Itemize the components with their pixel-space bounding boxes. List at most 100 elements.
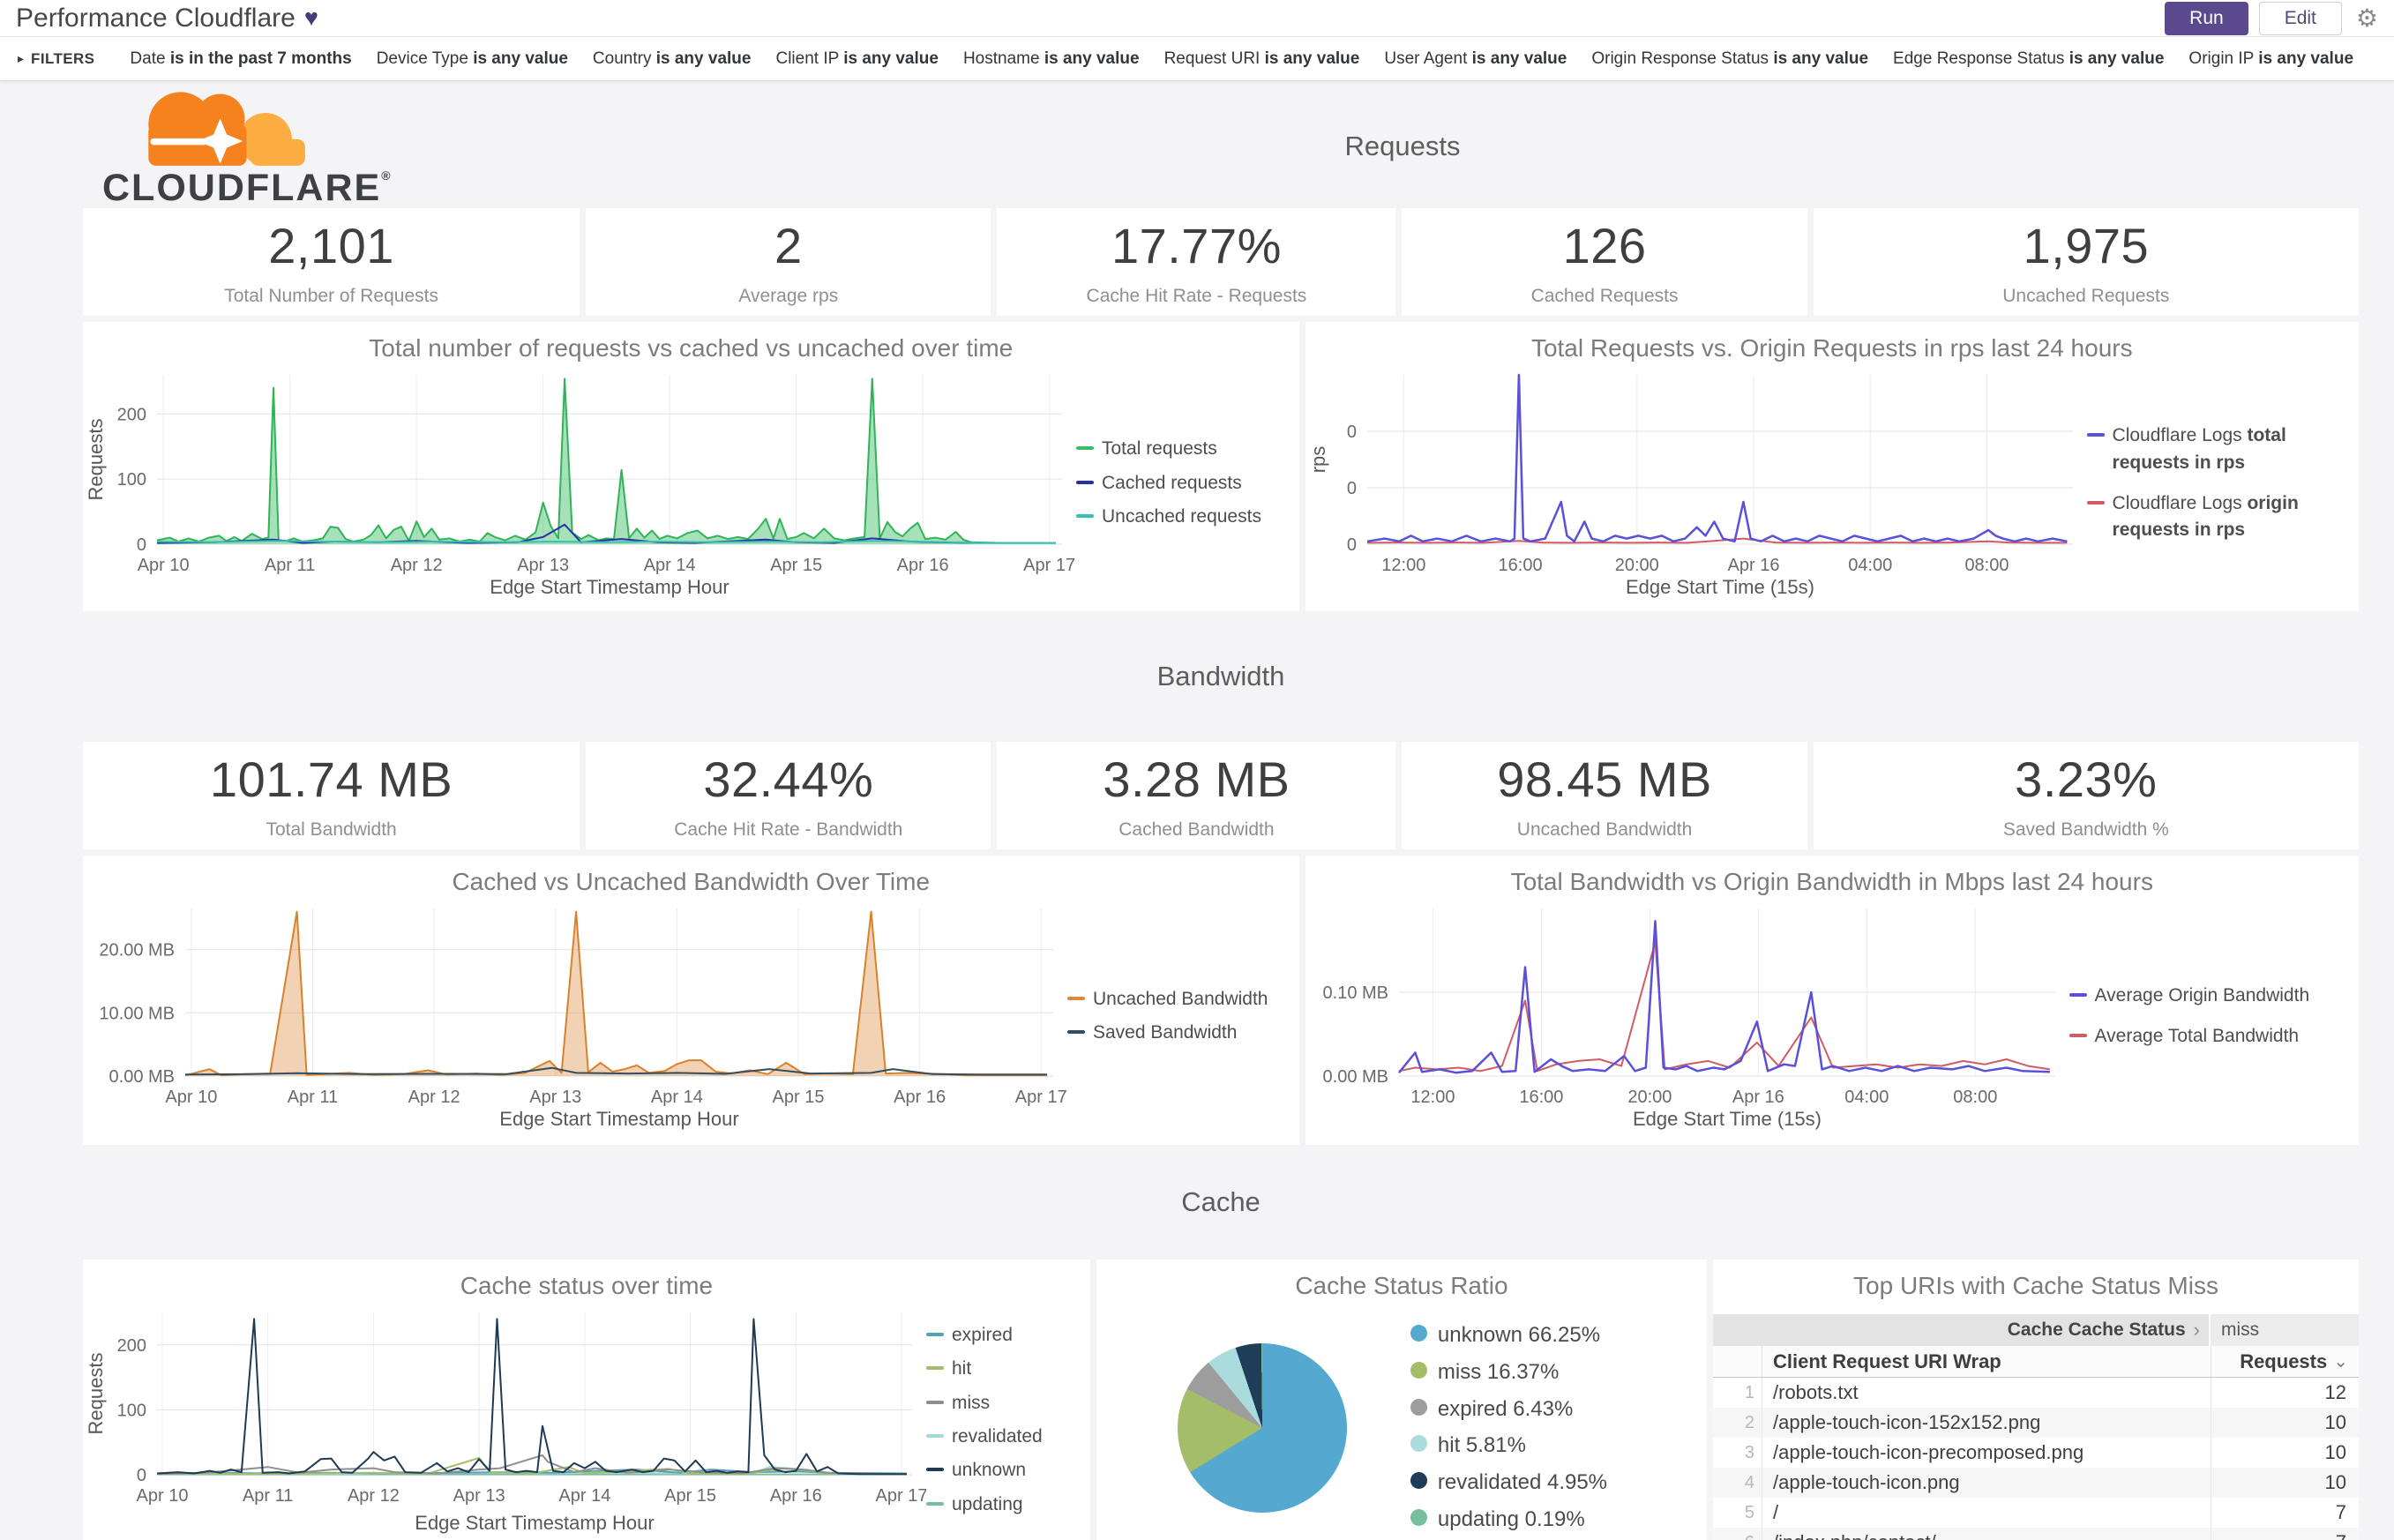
wordmark-text: CLOUDFLARE <box>102 166 382 209</box>
legend-item[interactable]: Average Total Bandwidth <box>2069 1023 2330 1050</box>
filter-chip[interactable]: Country is any value <box>593 49 752 69</box>
legend-item[interactable]: miss <box>926 1390 1081 1417</box>
svg-text:Requests: Requests <box>88 419 107 501</box>
pivot-label-cell[interactable]: Cache Cache Status › <box>1713 1314 2211 1346</box>
legend-label: miss 16.37% <box>1437 1359 1560 1384</box>
rps-last-24h-chart[interactable]: 12:00 16:00 20:00 Apr 16 04:00 08:00 0 0 0 Edge S… <box>1311 364 2087 602</box>
legend-item[interactable]: updating 0.19% <box>1410 1505 1607 1536</box>
table-row[interactable]: 2/apple-touch-icon-152x152.png 10 <box>1713 1408 2359 1438</box>
kpi-tile[interactable]: 1,975 Uncached Requests <box>1813 208 2359 316</box>
kpi-label: Uncached Bandwidth <box>1516 819 1693 840</box>
filters-label[interactable]: FILTERS <box>31 49 95 67</box>
filter-field-name: User Agent <box>1384 49 1472 68</box>
legend-item[interactable]: Cloudflare Logs origin requests in rps <box>2086 490 2334 544</box>
cloudflare-logo: CLOUDFLARE® <box>83 86 446 207</box>
filter-chip[interactable]: Hostname is any value <box>963 49 1140 69</box>
filter-condition: is any value <box>2258 49 2354 68</box>
legend-item[interactable]: unknown <box>926 1457 1081 1484</box>
legend-swatch <box>1410 1472 1427 1490</box>
cache-status-pie-chart[interactable] <box>1177 1342 1347 1513</box>
kpi-value: 3.23% <box>2015 751 2158 807</box>
requests-cell: 12 <box>2211 1378 2359 1408</box>
kpi-label: Average rps <box>738 286 839 306</box>
kpi-tile[interactable]: 2,101 Total Number of Requests <box>83 208 580 316</box>
svg-text:Apr 17: Apr 17 <box>1015 1088 1067 1107</box>
filter-chip[interactable]: Device Type is any value <box>377 49 568 69</box>
svg-text:100: 100 <box>117 470 146 490</box>
table-row[interactable]: 3/apple-touch-icon-precomposed.png 10 <box>1713 1438 2359 1468</box>
uri-cell[interactable]: /apple-touch-icon.png <box>1773 1471 1960 1493</box>
filter-field-name: Origin IP <box>2188 49 2259 68</box>
pivot-value-cell[interactable]: miss <box>2211 1314 2359 1346</box>
kpi-tile[interactable]: 3.28 MB Cached Bandwidth <box>997 742 1396 849</box>
table-row[interactable]: 4/apple-touch-icon.png 10 <box>1713 1468 2359 1498</box>
legend-item[interactable]: Cached requests <box>1076 470 1263 497</box>
legend-item[interactable]: Uncached requests <box>1076 504 1263 530</box>
legend-label: updating <box>952 1493 1023 1514</box>
uri-column-header[interactable]: Client Request URI Wrap <box>1773 1349 2001 1372</box>
svg-text:20:00: 20:00 <box>1627 1088 1672 1107</box>
filter-field-name: Date <box>130 49 170 68</box>
kpi-tile[interactable]: 126 Cached Requests <box>1402 208 1807 316</box>
table-row[interactable]: 6/index.php/contact/7 <box>1713 1528 2359 1540</box>
legend-item[interactable]: unknown 66.25% <box>1410 1320 1607 1351</box>
legend-item[interactable]: Cloudflare Logs total requests in rps <box>2086 422 2334 476</box>
svg-text:Apr 14: Apr 14 <box>651 1088 703 1107</box>
svg-text:Apr 12: Apr 12 <box>391 556 443 575</box>
svg-text:Apr 13: Apr 13 <box>529 1088 581 1107</box>
requests-column-header[interactable]: Requests ⌄ <box>2211 1346 2359 1377</box>
filters-expand-icon[interactable]: ▸ <box>18 51 25 65</box>
uri-cell[interactable]: /apple-touch-icon-precomposed.png <box>1773 1441 2084 1463</box>
filter-chip[interactable]: Edge Response Status is any value <box>1893 49 2164 69</box>
legend-item[interactable]: expired <box>926 1322 1081 1349</box>
legend-item[interactable]: revalidated <box>926 1424 1081 1450</box>
chart-title: Total number of requests vs cached vs un… <box>369 334 1014 362</box>
legend-item[interactable]: hit 5.81% <box>1410 1431 1607 1462</box>
edit-button[interactable]: Edit <box>2258 1 2342 35</box>
legend-item[interactable]: Saved Bandwidth <box>1067 1020 1275 1046</box>
kpi-tile[interactable]: 32.44% Cache Hit Rate - Bandwidth <box>586 742 991 849</box>
requests-header-row: CLOUDFLARE® Requests <box>83 85 2359 208</box>
uri-cell[interactable]: / <box>1773 1501 1779 1523</box>
filter-chip[interactable]: Origin Response Status is any value <box>1591 49 1868 69</box>
legend-item[interactable]: miss 16.37% <box>1410 1357 1607 1388</box>
kpi-tile[interactable]: 3.23% Saved Bandwidth % <box>1813 742 2359 849</box>
bandwidth-last-24h-chart[interactable]: 12:00 16:00 20:00 Apr 16 04:00 08:00 0.00 MB 0.… <box>1311 898 2069 1134</box>
requests-cell: 10 <box>2211 1408 2359 1438</box>
legend-item[interactable]: Uncached Bandwidth <box>1067 986 1275 1013</box>
run-button[interactable]: Run <box>2165 1 2248 35</box>
chart-legend: expired hit miss revalidated unknown updating <box>926 1315 1081 1526</box>
legend-item[interactable]: hit <box>926 1356 1081 1382</box>
legend-item[interactable]: Average Origin Bandwidth <box>2069 983 2330 1009</box>
filter-chip[interactable]: Client IP is any value <box>775 49 938 69</box>
uri-cell[interactable]: /index.php/contact/ <box>1762 1528 2211 1540</box>
gear-icon[interactable]: ⚙ <box>2355 4 2378 32</box>
svg-text:Requests: Requests <box>88 1353 107 1435</box>
legend-item[interactable]: updating <box>926 1491 1081 1518</box>
filter-chip[interactable]: Date is in the past 7 months <box>130 49 351 69</box>
cache-status-over-time-chart[interactable]: Apr 10 Apr 11 Apr 12 Apr 13 Apr 14 Apr 15 Apr … <box>88 1302 926 1538</box>
dashboard-content: CLOUDFLARE® Requests 2,101 Total Number o… <box>0 81 2394 1540</box>
svg-text:0: 0 <box>1346 422 1356 442</box>
table-row[interactable]: 5 / 7 <box>1713 1498 2359 1528</box>
svg-text:Apr 15: Apr 15 <box>664 1486 716 1506</box>
requests-over-time-chart[interactable]: Apr 10 Apr 11 Apr 12 Apr 13 Apr 14 Apr 15 Apr … <box>88 364 1076 602</box>
uri-cell[interactable]: /robots.txt <box>1773 1381 1859 1403</box>
filter-chip[interactable]: Origin IP is any value <box>2188 49 2353 69</box>
legend-label: Cloudflare Logs total requests in rps <box>2112 425 2286 473</box>
filter-chip[interactable]: Request URI is any value <box>1164 49 1360 69</box>
topbar-actions: Run Edit ⚙ <box>2165 1 2378 35</box>
table-row[interactable]: 1/robots.txt 12 <box>1713 1378 2359 1408</box>
kpi-tile[interactable]: 101.74 MB Total Bandwidth <box>83 742 580 849</box>
bandwidth-over-time-chart[interactable]: Apr 10 Apr 11 Apr 12 Apr 13 Apr 14 Apr 15 Apr … <box>88 898 1067 1134</box>
legend-item[interactable]: revalidated 4.95% <box>1410 1468 1607 1499</box>
kpi-tile[interactable]: 17.77% Cache Hit Rate - Requests <box>997 208 1396 316</box>
table-body: 1/robots.txt 12 2/apple-touch-icon-152x152… <box>1713 1378 2359 1540</box>
legend-item[interactable]: Total requests <box>1076 436 1263 462</box>
uri-cell[interactable]: /apple-touch-icon-152x152.png <box>1773 1411 2041 1433</box>
kpi-tile[interactable]: 2 Average rps <box>586 208 991 316</box>
legend-item[interactable]: expired 6.43% <box>1410 1394 1607 1425</box>
filter-chip[interactable]: User Agent is any value <box>1384 49 1567 69</box>
kpi-tile[interactable]: 98.45 MB Uncached Bandwidth <box>1402 742 1807 849</box>
